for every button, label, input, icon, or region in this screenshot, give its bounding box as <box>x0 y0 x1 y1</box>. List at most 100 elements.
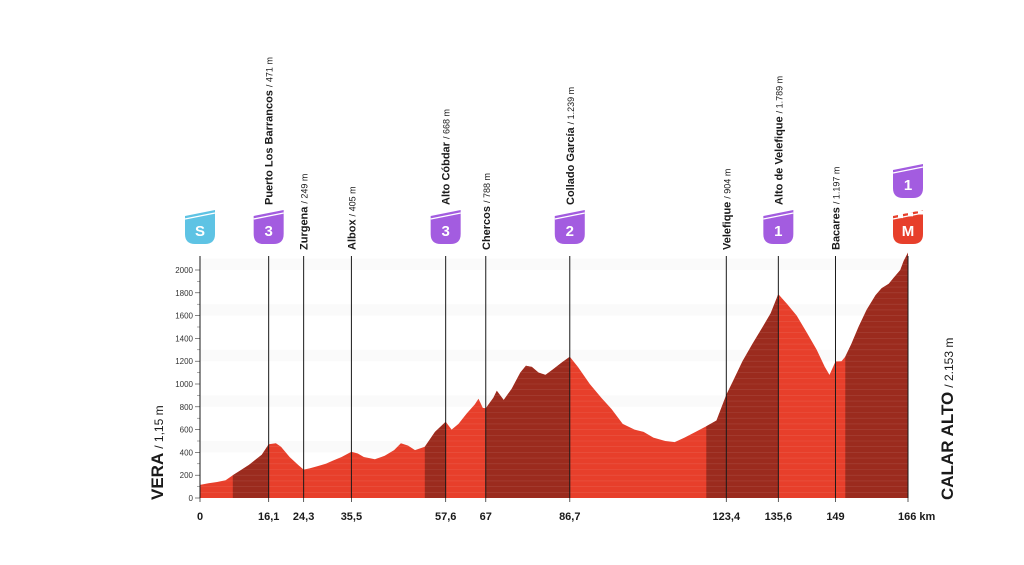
poi-altitude: / 668 m <box>442 109 452 139</box>
category-badge-stripe <box>554 212 585 220</box>
category-badge-shape <box>430 210 461 244</box>
climb-segment <box>706 294 779 498</box>
poi-marker: Velefique / 904 m <box>721 169 733 498</box>
category-badge-label: 1 <box>774 223 782 240</box>
poi-altitude: / 904 m <box>722 169 732 199</box>
finish-label: CALAR ALTO/ 2.153 m 1 M <box>892 164 957 500</box>
category-badge: 1 <box>763 210 794 244</box>
climb-segment <box>845 252 908 498</box>
finish-category-badge-shape <box>893 164 923 198</box>
poi-marker: Chercos / 788 m <box>481 173 493 498</box>
background-band <box>200 349 908 362</box>
x-tick-label: 123,4 <box>713 511 741 523</box>
x-tick-label: 35,5 <box>341 511 362 523</box>
y-tick-label: 1400 <box>175 334 193 343</box>
poi-label: Albox / 405 m <box>346 186 358 250</box>
climb-segment <box>424 421 446 498</box>
y-tick-label: 1200 <box>175 357 193 366</box>
poi-label: Alto de Velefique / 1.789 m <box>773 76 785 205</box>
x-axis: 0 16,1 24,3 35,5 57,6 67 86,7 123,4 135,6 149 166 … <box>197 498 936 523</box>
x-tick-label: 135,6 <box>765 511 793 523</box>
category-badge: 3 <box>430 210 461 244</box>
finish-badge-label: M <box>902 223 915 240</box>
poi-label: Velefique / 904 m <box>721 169 733 250</box>
y-tick-label: 800 <box>180 403 194 412</box>
y-tick-label: 1000 <box>175 380 193 389</box>
finish-badge-check <box>913 207 918 212</box>
points-of-interest: 3 Puerto Los Barrancos / 471 m Zurgena / 249… <box>253 57 842 498</box>
y-tick-label: 0 <box>189 494 194 503</box>
category-badge-shape <box>554 210 585 244</box>
category-badge-label: 3 <box>441 223 449 240</box>
x-tick-label: 57,6 <box>435 511 456 523</box>
climb-segments <box>232 252 908 498</box>
category-badge-stripe <box>430 212 461 220</box>
poi-marker: 3 Alto Cóbdar / 668 m <box>430 109 461 498</box>
poi-marker: 3 Puerto Los Barrancos / 471 m <box>253 57 284 498</box>
poi-altitude: / 471 m <box>265 57 275 87</box>
x-tick-label: 86,7 <box>559 511 580 523</box>
poi-label: Alto Cóbdar / 668 m <box>441 109 453 205</box>
background-band <box>200 258 908 270</box>
poi-marker: Albox / 405 m <box>346 186 358 498</box>
y-tick-label: 1600 <box>175 312 193 321</box>
poi-label: Chercos / 788 m <box>481 173 493 250</box>
finish-town-label: CALAR ALTO/ 2.153 m <box>938 338 957 500</box>
y-tick-label: 600 <box>180 426 194 435</box>
poi-name: Alto de Velefique <box>773 116 785 205</box>
poi-name: Alto Cóbdar <box>441 141 453 205</box>
poi-altitude: / 249 m <box>300 174 310 204</box>
x-tick-label: 166 km <box>898 511 936 523</box>
finish-badge-check <box>903 209 908 214</box>
poi-name: Velefique <box>721 202 733 250</box>
poi-marker: 2 Collado García/ 1.239 m <box>554 87 585 498</box>
start-badge-label: S <box>195 223 205 240</box>
poi-altitude: / 1.789 m <box>774 76 784 114</box>
poi-altitude: / 405 m <box>347 186 357 216</box>
finish-category-badge-label: 1 <box>904 177 912 194</box>
finish-badge-check <box>908 212 913 217</box>
poi-name: Bacares <box>830 207 842 250</box>
category-badge-stripe <box>763 212 794 220</box>
finish-badge-check <box>918 210 923 215</box>
poi-label: Zurgena / 249 m <box>299 174 311 250</box>
start-altitude-label: / <box>152 442 166 449</box>
x-tick-label: 149 <box>826 511 844 523</box>
start-badge-stripe <box>184 212 216 220</box>
poi-altitude: / 1.197 m <box>831 167 841 205</box>
poi-altitude: / 788 m <box>482 173 492 203</box>
finish-badge: M <box>892 207 924 244</box>
poi-marker: Bacares / 1.197 m <box>830 167 842 498</box>
finish-badge-check <box>893 211 898 215</box>
category-badge-shape <box>763 210 794 244</box>
background-band <box>200 304 908 316</box>
finish-category-badge: 1 <box>892 164 924 198</box>
x-tick-label: 24,3 <box>293 511 314 523</box>
poi-marker: 1 Alto de Velefique / 1.789 m <box>763 76 794 498</box>
y-tick-label: 1800 <box>175 289 193 298</box>
y-axis: 0 200 400 600 800 1000 1200 1400 1600 1800 2000 <box>175 258 201 503</box>
climb-segment <box>232 444 269 498</box>
category-badge-stripe <box>253 212 284 220</box>
category-badge: 3 <box>253 210 284 244</box>
finish-category-badge-stripe <box>892 166 924 174</box>
poi-name: Puerto Los Barrancos <box>264 90 276 205</box>
category-badge-label: 3 <box>264 223 272 240</box>
poi-label: Bacares / 1.197 m <box>830 167 842 250</box>
finish-badge-check <box>898 214 903 219</box>
poi-name: Collado García <box>565 126 577 205</box>
category-badge-label: 2 <box>566 223 574 240</box>
y-tick-label: 200 <box>180 471 194 480</box>
start-town-label: VERA/ 1,15 m <box>148 405 167 500</box>
poi-name: Chercos <box>481 206 493 250</box>
x-tick-label: 0 <box>197 511 203 523</box>
y-tick-label: 400 <box>180 448 194 457</box>
climb-segment <box>485 356 570 498</box>
start-label: VERA/ 1,15 m S <box>148 210 216 500</box>
y-tick-label: 2000 <box>175 266 193 275</box>
poi-marker: Zurgena / 249 m <box>299 174 311 498</box>
poi-label: Collado García/ 1.239 m <box>565 87 577 205</box>
poi-label: Puerto Los Barrancos / 471 m <box>264 57 276 205</box>
poi-name: Albox <box>346 219 358 250</box>
